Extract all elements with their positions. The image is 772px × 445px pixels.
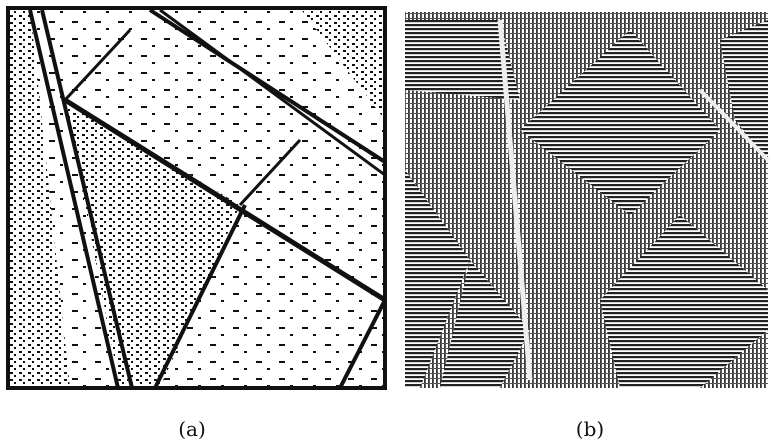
panel-b-image bbox=[405, 12, 770, 388]
panel-a-image bbox=[6, 6, 387, 390]
panel-label: (b) bbox=[576, 417, 604, 441]
panel-label: (a) bbox=[178, 417, 206, 441]
